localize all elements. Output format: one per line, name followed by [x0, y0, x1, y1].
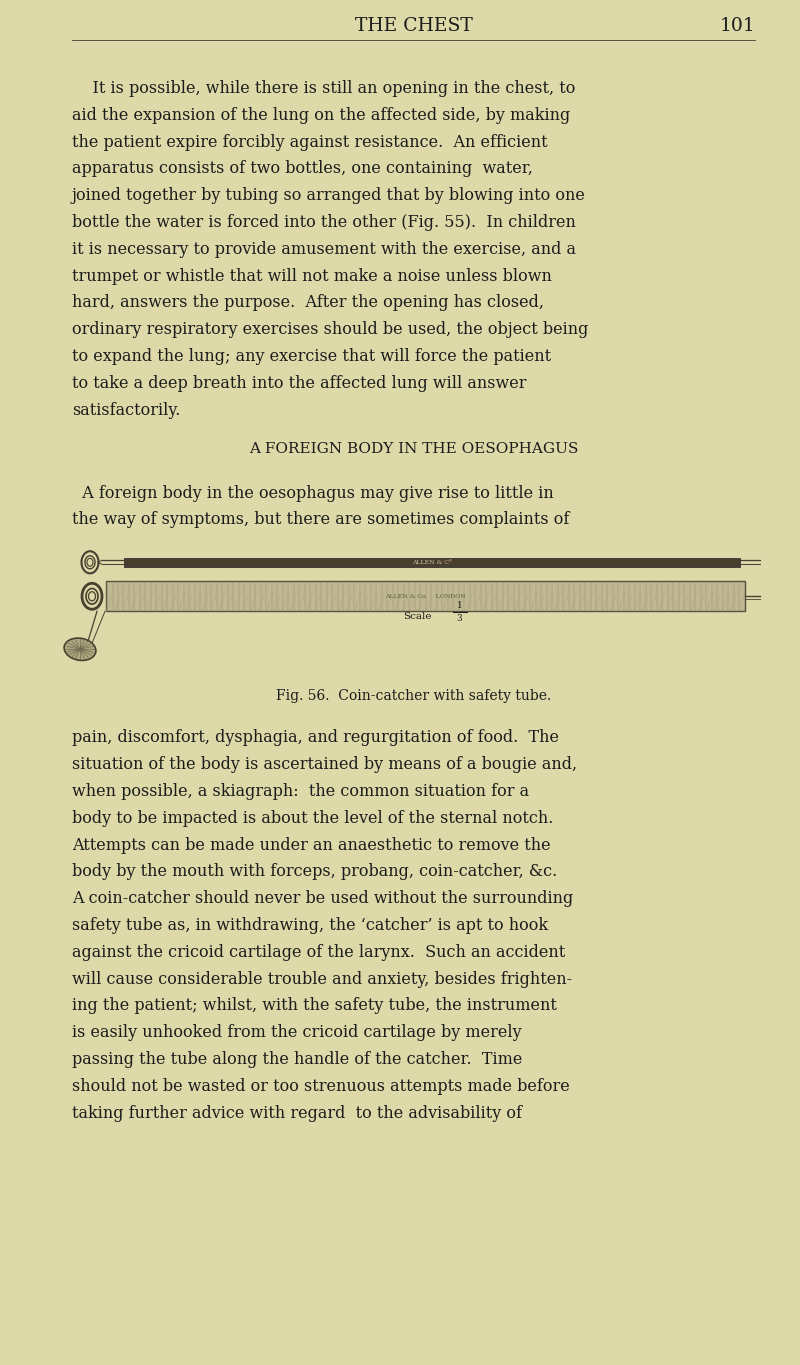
Text: THE CHEST: THE CHEST	[354, 16, 472, 35]
Text: A FOREIGN BODY IN THE OESOPHAGUS: A FOREIGN BODY IN THE OESOPHAGUS	[249, 442, 578, 456]
Text: it is necessary to provide amusement with the exercise, and a: it is necessary to provide amusement wit…	[72, 240, 576, 258]
Text: will cause considerable trouble and anxiety, besides frighten-: will cause considerable trouble and anxi…	[72, 971, 572, 988]
Text: trumpet or whistle that will not make a noise unless blown: trumpet or whistle that will not make a …	[72, 268, 552, 284]
Bar	[124, 558, 740, 566]
Text: should not be wasted or too strenuous attempts made before: should not be wasted or too strenuous at…	[72, 1078, 570, 1095]
Text: to take a deep breath into the affected lung will answer: to take a deep breath into the affected …	[72, 375, 526, 392]
Text: ordinary respiratory exercises should be used, the object being: ordinary respiratory exercises should be…	[72, 321, 588, 339]
Ellipse shape	[64, 637, 96, 661]
Text: is easily unhooked from the cricoid cartilage by merely: is easily unhooked from the cricoid cart…	[72, 1024, 522, 1041]
Text: body to be impacted is about the level of the sternal notch.: body to be impacted is about the level o…	[72, 809, 554, 827]
Text: A foreign body in the oesophagus may give rise to little in: A foreign body in the oesophagus may giv…	[72, 485, 554, 502]
Text: A coin-catcher should never be used without the surrounding: A coin-catcher should never be used with…	[72, 890, 574, 908]
Text: aid the expansion of the lung on the affected side, by making: aid the expansion of the lung on the aff…	[72, 106, 570, 124]
Text: the way of symptoms, but there are sometimes complaints of: the way of symptoms, but there are somet…	[72, 512, 570, 528]
Text: Scale: Scale	[403, 612, 432, 621]
Text: against the cricoid cartilage of the larynx.  Such an accident: against the cricoid cartilage of the lar…	[72, 943, 566, 961]
Text: ALLEN & Cº: ALLEN & Cº	[412, 560, 452, 565]
Text: 101: 101	[719, 16, 755, 35]
Text: ing the patient; whilst, with the safety tube, the instrument: ing the patient; whilst, with the safety…	[72, 998, 557, 1014]
Text: It is possible, while there is still an opening in the chest, to: It is possible, while there is still an …	[72, 81, 575, 97]
Text: satisfactorily.: satisfactorily.	[72, 401, 180, 419]
Text: 1: 1	[457, 601, 462, 610]
Text: body by the mouth with forceps, probang, coin-catcher, &c.: body by the mouth with forceps, probang,…	[72, 864, 558, 880]
Text: pain, discomfort, dysphagia, and regurgitation of food.  The: pain, discomfort, dysphagia, and regurgi…	[72, 729, 559, 747]
Text: safety tube as, in withdrawing, the ‘catcher’ is apt to hook: safety tube as, in withdrawing, the ‘cat…	[72, 917, 548, 934]
Text: passing the tube along the handle of the catcher.  Time: passing the tube along the handle of the…	[72, 1051, 522, 1067]
Bar	[106, 581, 745, 612]
Text: Attempts can be made under an anaesthetic to remove the: Attempts can be made under an anaestheti…	[72, 837, 550, 853]
Text: ALLEN & Co.    LONDON: ALLEN & Co. LONDON	[385, 594, 466, 599]
Text: bottle the water is forced into the other (Fig. 55).  In children: bottle the water is forced into the othe…	[72, 214, 576, 231]
Text: the patient expire forcibly against resistance.  An efficient: the patient expire forcibly against resi…	[72, 134, 548, 150]
Text: situation of the body is ascertained by means of a bougie and,: situation of the body is ascertained by …	[72, 756, 577, 774]
Text: apparatus consists of two bottles, one containing  water,: apparatus consists of two bottles, one c…	[72, 161, 533, 177]
Text: joined together by tubing so arranged that by blowing into one: joined together by tubing so arranged th…	[72, 187, 586, 205]
Text: hard, answers the purpose.  After the opening has closed,: hard, answers the purpose. After the ope…	[72, 295, 544, 311]
Text: Fig. 56.  Coin-catcher with safety tube.: Fig. 56. Coin-catcher with safety tube.	[276, 689, 551, 703]
Text: when possible, a skiagraph:  the common situation for a: when possible, a skiagraph: the common s…	[72, 784, 529, 800]
Text: to expand the lung; any exercise that will force the patient: to expand the lung; any exercise that wi…	[72, 348, 551, 364]
Text: 3: 3	[457, 614, 462, 624]
Text: taking further advice with regard  to the advisability of: taking further advice with regard to the…	[72, 1104, 522, 1122]
